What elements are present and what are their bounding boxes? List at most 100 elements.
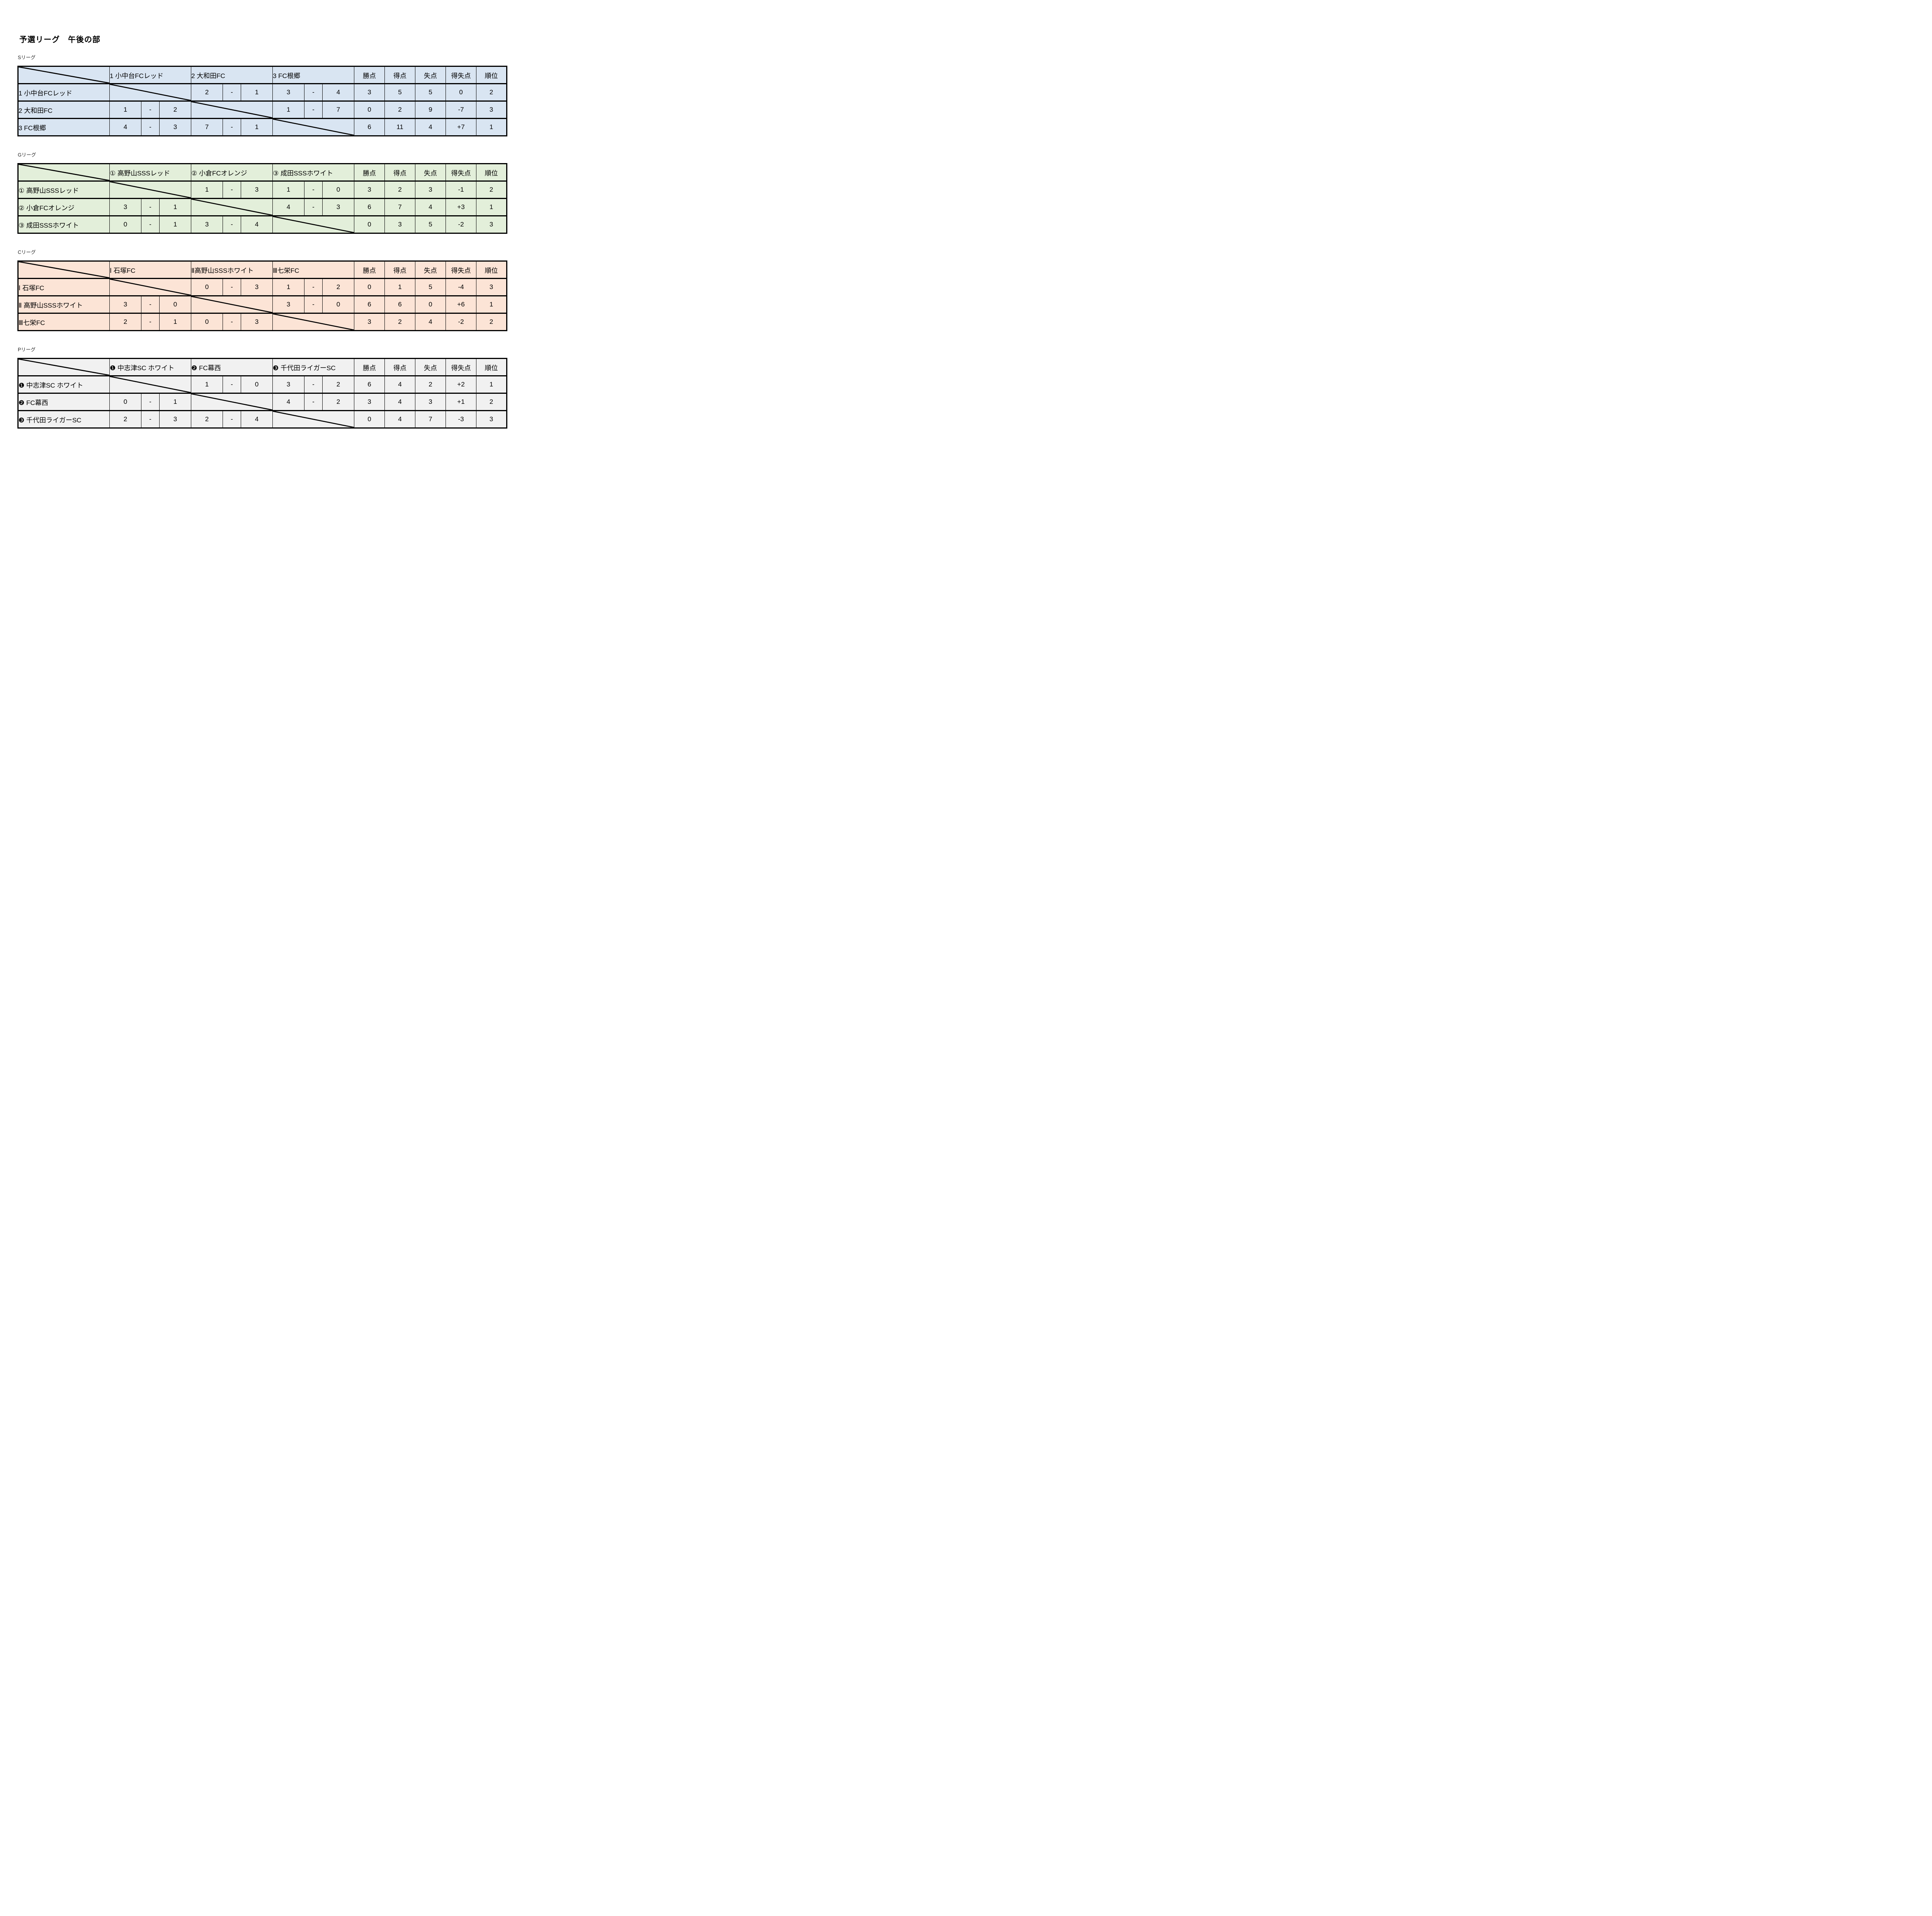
- stat-points: 0: [354, 278, 385, 296]
- score-dash: -: [141, 393, 160, 411]
- score-away: 2: [322, 375, 354, 394]
- self-match-cell: [191, 198, 273, 216]
- stat-goal-diff: +2: [446, 375, 476, 394]
- stat-goal-diff: -2: [446, 313, 476, 331]
- team-header-G-3: ③ 成田SSSホワイト: [272, 163, 354, 182]
- stat-points: 0: [354, 215, 385, 234]
- score-dash: -: [223, 180, 241, 199]
- team-name-G-3: ③ 成田SSSホワイト: [18, 215, 110, 234]
- stat-rank: 3: [476, 278, 507, 296]
- header-row: 1 小中台FCレッド 2 大和田FC 3 FC根郷 勝点 得点 失点 得失点 順位: [18, 66, 507, 84]
- score-away: 2: [159, 100, 191, 119]
- score-dash: -: [304, 295, 323, 314]
- stat-points: 3: [354, 393, 385, 411]
- stat-goal-diff: -1: [446, 180, 476, 199]
- self-match-cell: [272, 215, 354, 234]
- stat-goals-against: 9: [415, 100, 446, 119]
- team-row-G-3: ③ 成田SSSホワイト 0-1 3-4 0 3 5 -2 3: [18, 215, 507, 234]
- corner-cell: [18, 66, 110, 84]
- league-label-P: Pリーグ: [18, 347, 36, 352]
- team-row-G-2: ② 小倉FCオレンジ 3-1 4-3 6 7 4 +3 1: [18, 198, 507, 216]
- stat-header-C-0: 勝点: [354, 260, 385, 279]
- stat-points: 6: [354, 198, 385, 216]
- diagonal-line: [19, 262, 109, 278]
- stat-goals-against: 5: [415, 278, 446, 296]
- score-dash: -: [223, 215, 241, 234]
- score-home: 3: [109, 198, 141, 216]
- stat-rank: 2: [476, 180, 507, 199]
- self-match-cell: [109, 180, 191, 199]
- league-table-P: ❶ 中志津SC ホワイト ❷ FC幕西 ❸ 千代田ライガーSC 勝点 得点 失点 得失点 順位…: [17, 358, 507, 429]
- stat-points: 3: [354, 83, 385, 102]
- stat-goals-for: 7: [384, 198, 415, 216]
- score-dash: -: [223, 410, 241, 429]
- team-name-C-3: Ⅲ七栄FC: [18, 313, 110, 331]
- score-home: 1: [109, 100, 141, 119]
- score-away: 0: [322, 180, 354, 199]
- team-header-G-1: ① 高野山SSSレッド: [109, 163, 191, 182]
- score-dash: -: [141, 100, 160, 119]
- score-home: 2: [109, 410, 141, 429]
- team-header-S-2: 2 大和田FC: [191, 66, 273, 84]
- score-home: 4: [109, 118, 141, 136]
- stat-points: 3: [354, 313, 385, 331]
- score-dash: -: [141, 295, 160, 314]
- stat-goals-for: 2: [384, 100, 415, 119]
- score-home: 0: [191, 313, 223, 331]
- self-match-cell: [109, 375, 191, 394]
- stat-goal-diff: +6: [446, 295, 476, 314]
- score-away: 1: [159, 313, 191, 331]
- score-home: 4: [272, 198, 304, 216]
- score-home: 2: [109, 313, 141, 331]
- stat-points: 0: [354, 410, 385, 429]
- score-away: 3: [159, 118, 191, 136]
- team-name-S-2: 2 大和田FC: [18, 100, 110, 119]
- stat-header-S-3: 得失点: [446, 66, 476, 84]
- score-home: 0: [109, 393, 141, 411]
- stat-goals-for: 3: [384, 215, 415, 234]
- stat-goal-diff: -7: [446, 100, 476, 119]
- score-away: 2: [322, 278, 354, 296]
- stat-goals-against: 4: [415, 118, 446, 136]
- team-row-P-1: ❶ 中志津SC ホワイト 1-0 3-2 6 4 2 +2 1: [18, 375, 507, 394]
- stat-goal-diff: 0: [446, 83, 476, 102]
- score-dash: -: [304, 83, 323, 102]
- score-away: 1: [241, 118, 273, 136]
- team-name-S-1: 1 小中台FCレッド: [18, 83, 110, 102]
- stat-header-C-4: 順位: [476, 260, 507, 279]
- stat-goals-against: 4: [415, 198, 446, 216]
- stat-header-S-4: 順位: [476, 66, 507, 84]
- diagonal-line: [191, 394, 272, 410]
- diagonal-line: [110, 84, 191, 100]
- diagonal-line: [19, 164, 109, 180]
- stat-rank: 1: [476, 375, 507, 394]
- diagonal-line: [273, 314, 354, 330]
- stat-goal-diff: +1: [446, 393, 476, 411]
- league-label-S: Sリーグ: [18, 55, 36, 60]
- self-match-cell: [272, 118, 354, 136]
- score-dash: -: [223, 118, 241, 136]
- diagonal-line: [191, 296, 272, 313]
- score-away: 2: [322, 393, 354, 411]
- stat-goals-against: 7: [415, 410, 446, 429]
- stat-header-P-0: 勝点: [354, 358, 385, 376]
- score-dash: -: [141, 313, 160, 331]
- stat-rank: 1: [476, 198, 507, 216]
- stat-goals-for: 1: [384, 278, 415, 296]
- team-header-P-3: ❸ 千代田ライガーSC: [272, 358, 354, 376]
- score-away: 3: [159, 410, 191, 429]
- stat-points: 0: [354, 100, 385, 119]
- team-row-S-2: 2 大和田FC 1-2 1-7 0 2 9 -7 3: [18, 100, 507, 119]
- score-away: 0: [159, 295, 191, 314]
- stat-points: 6: [354, 118, 385, 136]
- team-row-P-3: ❸ 千代田ライガーSC 2-3 2-4 0 4 7 -3 3: [18, 410, 507, 429]
- score-home: 1: [272, 100, 304, 119]
- score-away: 0: [241, 375, 273, 394]
- team-row-S-3: 3 FC根郷 4-3 7-1 6 11 4 +7 1: [18, 118, 507, 136]
- self-match-cell: [272, 410, 354, 429]
- stat-points: 3: [354, 180, 385, 199]
- score-away: 4: [241, 215, 273, 234]
- team-name-P-2: ❷ FC幕西: [18, 393, 110, 411]
- score-away: 1: [241, 83, 273, 102]
- team-row-C-2: Ⅱ 高野山SSSホワイト 3-0 3-0 6 6 0 +6 1: [18, 295, 507, 314]
